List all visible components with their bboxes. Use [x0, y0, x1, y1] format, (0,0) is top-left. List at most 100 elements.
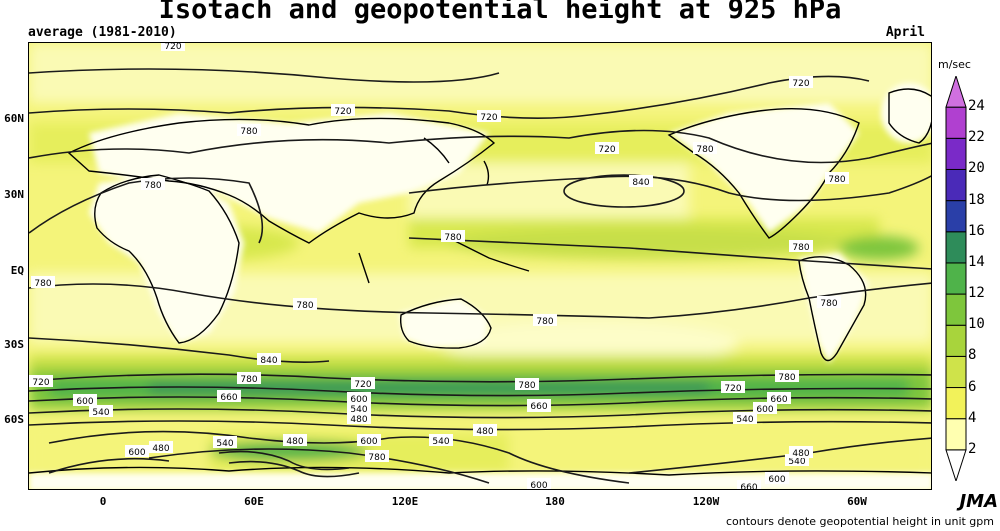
colorbar-tick-label: 8 — [968, 347, 977, 364]
contour-label-780-i: 780 — [533, 314, 557, 327]
lon-label-120w: 120W — [692, 495, 720, 508]
contour-label-600-e: 600 — [125, 445, 149, 458]
contour-label-600-a: 600 — [73, 394, 97, 407]
colorbar-tick-label: 12 — [968, 285, 985, 302]
contour-label-text: 720 — [598, 145, 615, 155]
contour-label-540-c: 540 — [733, 412, 757, 425]
contour-label-text: 780 — [518, 381, 535, 391]
colorbar-cell — [945, 231, 967, 264]
contour-label-text: 660 — [530, 402, 547, 412]
contour-label-text: 840 — [632, 178, 649, 188]
contour-label-text: 780 — [792, 243, 809, 253]
contour-label-text: 780 — [536, 317, 553, 327]
contour-label-text: 600 — [530, 481, 547, 490]
contour-label-text: 720 — [32, 378, 49, 388]
contour-label-720-b: 720 — [331, 104, 355, 117]
contour-label-text: 660 — [770, 395, 787, 405]
contour-label-660-a: 660 — [217, 390, 241, 403]
contour-label-720-g: 720 — [351, 377, 375, 390]
colorbar-cell — [945, 168, 967, 202]
contour-label-text: 540 — [788, 457, 805, 467]
contour-label-text: 600 — [756, 405, 773, 415]
contour-label-780-g: 780 — [31, 276, 55, 289]
contour-label-480-a: 480 — [347, 412, 371, 425]
colorbar-tick-label: 24 — [968, 98, 985, 115]
colorbar-cell — [945, 137, 967, 170]
contour-label-720-a: 720 — [161, 43, 185, 52]
lon-label-0: 0 — [99, 495, 107, 508]
contour-label-780-j: 780 — [817, 296, 841, 309]
coastlines — [29, 88, 931, 476]
lon-label-120e: 120E — [391, 495, 419, 508]
contour-label-780-b: 780 — [141, 178, 165, 191]
contour-label-480-d: 480 — [473, 424, 497, 437]
contour-label-text: 480 — [476, 427, 493, 437]
contour-label-780-m: 780 — [775, 370, 799, 383]
contour-label-text: 780 — [444, 233, 461, 243]
contour-label-text: 480 — [286, 437, 303, 447]
colorbar-cell — [945, 324, 967, 357]
contour-label-text: 540 — [736, 415, 753, 425]
contour-label-text: 720 — [724, 384, 741, 394]
month-label: April — [885, 25, 925, 40]
contour-label-600-f: 600 — [357, 434, 381, 447]
colorbar-cell — [945, 355, 967, 389]
contour-label-480-e: 480 — [789, 446, 813, 459]
colorbar-tick-label: 14 — [968, 253, 985, 270]
period-subtitle: average (1981-2010) — [28, 25, 177, 40]
contour-label-660-d: 660 — [737, 480, 761, 490]
contour-label-text: 780 — [34, 279, 51, 289]
contour-label-480-b: 480 — [149, 441, 173, 454]
colorbar-unit: m/sec — [938, 58, 971, 71]
colorbar-tick-label: 2 — [968, 440, 977, 457]
contour-label-780-h: 780 — [293, 298, 317, 311]
contour-label-text: 780 — [368, 453, 385, 463]
contour-label-780-k: 780 — [237, 372, 261, 385]
contour-label-780-l: 780 — [515, 378, 539, 391]
contour-label-text: 600 — [768, 475, 785, 485]
colorbar-cell — [945, 76, 967, 108]
contour-label-text: 600 — [350, 395, 367, 405]
contour-label-720-c: 720 — [477, 110, 501, 123]
contour-label-text: 780 — [240, 375, 257, 385]
colorbar-cell — [945, 449, 967, 481]
contour-label-text: 600 — [76, 397, 93, 407]
contour-label-text: 540 — [92, 408, 109, 418]
contour-label-text: 600 — [128, 448, 145, 458]
contour-label-780-a: 780 — [237, 124, 261, 137]
colorbar-tick-label: 4 — [968, 409, 977, 426]
contour-label-text: 720 — [334, 107, 351, 117]
isotach-map: 720 720 720 720 720 720 720 720 780 780 … — [29, 43, 931, 490]
contour-label-text: 840 — [260, 356, 277, 366]
contour-label-780-f: 780 — [789, 240, 813, 253]
land-low-wind — [29, 83, 931, 489]
contour-label-text: 780 — [828, 175, 845, 185]
contour-label-780-e: 780 — [441, 230, 465, 243]
colorbar-cell — [945, 418, 967, 451]
map-title: Isotach and geopotential height at 925 h… — [158, 0, 842, 25]
contour-label-600-b: 600 — [347, 392, 371, 405]
contour-label-text: 720 — [354, 380, 371, 390]
footer-note: contours denote geopotential height in u… — [725, 515, 994, 528]
contour-label-600-g: 600 — [527, 478, 551, 490]
jma-logo: JMA — [959, 491, 998, 512]
colorbar-cell — [945, 293, 967, 326]
contour-label-text: 720 — [792, 79, 809, 89]
colorbar-tick-label: 20 — [968, 160, 985, 177]
contour-label-720-f: 720 — [29, 375, 53, 388]
contour-label-540-a: 540 — [89, 405, 113, 418]
colorbar-tick-label: 6 — [968, 378, 977, 395]
contour-label-text: 780 — [240, 127, 257, 137]
contour-label-600-d: 600 — [753, 402, 777, 415]
contour-label-group: 720 720 720 720 720 720 720 720 780 780 … — [29, 43, 849, 490]
colorbar-cell — [945, 200, 967, 233]
colorbar-cell — [945, 106, 967, 139]
colorbar — [945, 76, 967, 481]
lat-label-30n: 30N — [4, 188, 24, 201]
contour-label-780-c: 780 — [693, 142, 717, 155]
geopotential-contours — [29, 68, 931, 484]
contour-label-text: 480 — [792, 449, 809, 459]
contour-label-660-c: 660 — [767, 392, 791, 405]
contour-label-text: 660 — [740, 483, 757, 490]
contour-label-540-e: 540 — [429, 434, 453, 447]
